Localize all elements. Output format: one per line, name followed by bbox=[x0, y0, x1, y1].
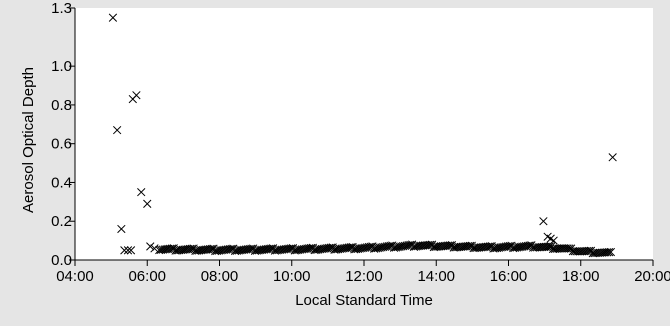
y-tick-label: 0.2 bbox=[51, 213, 72, 230]
data-point bbox=[563, 244, 572, 253]
y-tick-label: 1.3 bbox=[51, 0, 72, 17]
data-point bbox=[112, 125, 122, 135]
data-point bbox=[539, 217, 548, 226]
data-point bbox=[465, 241, 475, 251]
data-point bbox=[445, 241, 455, 250]
data-point bbox=[285, 244, 294, 253]
ticks: 04:00 06:00 08:00 10:00 12:00 14:00 16:00 18:00… bbox=[51, 0, 670, 285]
y-axis-title: Aerosol Optical Depth bbox=[20, 67, 37, 213]
data-points bbox=[108, 13, 617, 258]
data-point bbox=[324, 243, 334, 253]
y-tick-label: 0.6 bbox=[51, 136, 72, 153]
data-point bbox=[137, 188, 146, 197]
x-tick-label: 20:00 bbox=[634, 268, 670, 285]
data-point bbox=[143, 199, 152, 208]
data-point bbox=[120, 246, 129, 255]
data-point bbox=[545, 242, 554, 251]
plot-area bbox=[75, 8, 653, 260]
data-point bbox=[608, 153, 617, 162]
data-point bbox=[146, 242, 155, 251]
x-tick-label: 10:00 bbox=[273, 268, 311, 285]
data-point bbox=[205, 244, 215, 254]
data-point bbox=[565, 244, 574, 253]
data-point bbox=[543, 242, 552, 251]
data-point bbox=[150, 244, 159, 253]
x-tick-label: 14:00 bbox=[417, 268, 455, 285]
data-point bbox=[123, 246, 133, 255]
data-point bbox=[424, 240, 433, 250]
y-tick-label: 0.4 bbox=[51, 174, 72, 191]
data-point bbox=[604, 248, 614, 257]
data-point bbox=[464, 241, 473, 251]
data-point bbox=[444, 241, 453, 250]
data-point bbox=[132, 91, 141, 100]
data-point bbox=[364, 242, 373, 252]
y-tick-label: 0.0 bbox=[51, 252, 72, 269]
data-point bbox=[523, 241, 532, 250]
data-point bbox=[245, 244, 254, 254]
data-point bbox=[404, 241, 413, 250]
data-point bbox=[305, 244, 314, 253]
data-point bbox=[117, 224, 126, 234]
y-tick-label: 1.0 bbox=[51, 58, 72, 75]
data-point bbox=[585, 246, 594, 256]
data-point bbox=[185, 244, 195, 254]
data-point bbox=[225, 244, 234, 254]
data-point bbox=[606, 247, 616, 257]
x-tick-label: 08:00 bbox=[201, 268, 239, 285]
data-point bbox=[265, 244, 274, 253]
data-point bbox=[108, 13, 118, 22]
data-point bbox=[165, 244, 175, 253]
x-tick-label: 04:00 bbox=[56, 268, 94, 285]
x-tick-label: 06:00 bbox=[128, 268, 166, 285]
x-tick-label: 18:00 bbox=[562, 268, 600, 285]
data-point bbox=[344, 243, 354, 252]
data-point bbox=[126, 246, 136, 255]
data-point bbox=[503, 242, 513, 251]
x-axis-title: Local Standard Time bbox=[295, 292, 433, 309]
data-point bbox=[384, 241, 393, 251]
y-tick-label: 0.8 bbox=[51, 97, 72, 114]
data-point bbox=[603, 248, 612, 257]
data-point bbox=[483, 242, 493, 251]
data-point bbox=[583, 246, 592, 256]
x-tick-label: 16:00 bbox=[490, 268, 528, 285]
x-tick-label: 12:00 bbox=[345, 268, 383, 285]
data-point bbox=[426, 240, 435, 250]
